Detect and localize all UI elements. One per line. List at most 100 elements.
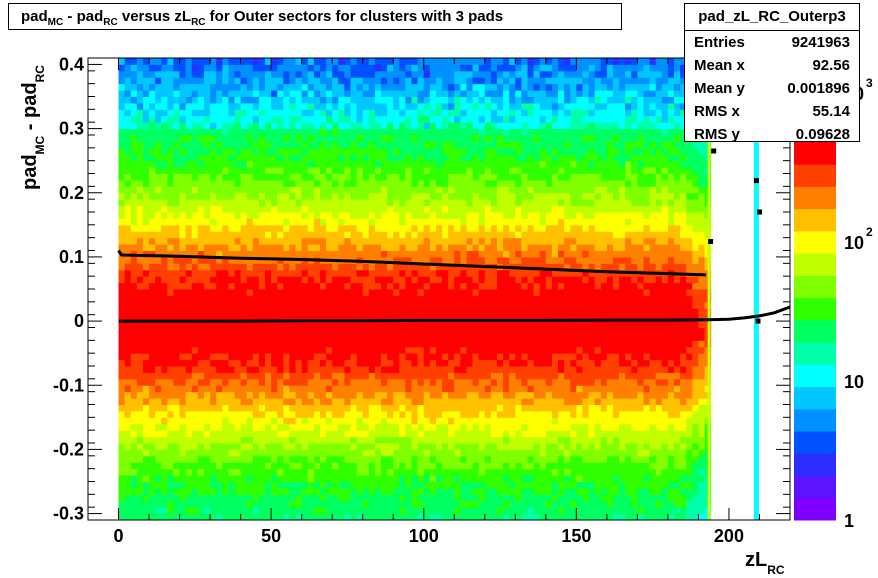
heatmap-cell: [460, 199, 467, 207]
heatmap-cell: [167, 443, 174, 450]
heatmap-cell: [258, 199, 266, 207]
heatmap-cell: [503, 366, 510, 373]
heatmap-cell: [301, 70, 309, 78]
heatmap-cell: [246, 269, 254, 277]
heatmap-cell: [381, 289, 388, 296]
heatmap-cell: [533, 333, 541, 341]
heatmap-cell: [362, 263, 370, 271]
heatmap-cell: [142, 147, 150, 155]
heatmap-cell: [503, 417, 510, 425]
heatmap-cell: [295, 186, 303, 194]
heatmap-cell: [411, 167, 419, 174]
heatmap-cell: [478, 244, 486, 251]
heatmap-cell: [301, 507, 309, 515]
heatmap-cell: [216, 410, 223, 418]
heatmap-cell: [460, 109, 467, 117]
heatmap-cell: [265, 449, 272, 457]
heatmap-cell: [399, 455, 406, 463]
heatmap-cell: [136, 346, 144, 354]
heatmap-cell: [124, 147, 132, 155]
heatmap-cell: [411, 128, 419, 136]
heatmap-cell: [344, 398, 351, 405]
heatmap-cell: [503, 199, 510, 207]
heatmap-cell: [173, 314, 181, 322]
heatmap-cell: [283, 398, 290, 405]
heatmap-cell: [527, 179, 535, 187]
heatmap-cell: [118, 199, 126, 207]
heatmap-cell: [478, 160, 486, 168]
heatmap-cell: [460, 64, 467, 72]
heatmap-cell: [234, 321, 242, 328]
heatmap-cell: [130, 70, 138, 78]
heatmap-cell: [240, 455, 248, 463]
heatmap-cell: [301, 231, 309, 239]
heatmap-cell: [118, 70, 126, 78]
heatmap-cell: [246, 179, 254, 187]
heatmap-cell: [527, 417, 535, 425]
heatmap-cell: [521, 199, 529, 207]
heatmap-cell: [533, 109, 541, 117]
heatmap-cell: [460, 90, 467, 97]
heatmap-cell: [527, 135, 535, 142]
heatmap-cell: [381, 346, 388, 354]
heatmap-cell: [149, 417, 156, 425]
heatmap-cell: [466, 173, 474, 181]
heatmap-cell: [155, 321, 162, 328]
heatmap-cell: [368, 346, 376, 354]
heatmap-cell: [368, 436, 376, 444]
heatmap-cell: [539, 475, 547, 482]
heatmap-cell: [521, 321, 529, 328]
heatmap-cell: [503, 430, 510, 438]
heatmap-cell: [301, 333, 309, 341]
heatmap-cell: [417, 199, 425, 207]
heatmap-cell: [197, 443, 205, 450]
heatmap-cell: [118, 436, 126, 444]
heatmap-cell: [509, 160, 516, 168]
heatmap-cell: [307, 218, 315, 226]
heatmap-cell: [301, 90, 309, 97]
heatmap-cell: [130, 487, 138, 495]
heatmap-cell: [277, 282, 284, 290]
heatmap-cell: [490, 160, 498, 168]
heatmap-cell: [265, 346, 272, 354]
heatmap-cell: [167, 256, 174, 264]
heatmap-cell: [295, 102, 303, 110]
heatmap-cell: [118, 83, 126, 91]
heatmap-cell: [313, 160, 321, 168]
heatmap-cell: [362, 443, 370, 450]
heatmap-cell: [484, 115, 492, 123]
heatmap-cell: [185, 372, 193, 380]
heatmap-cell: [472, 115, 480, 123]
heatmap-cell: [118, 173, 126, 181]
heatmap-cell: [222, 391, 229, 399]
heatmap-cell: [435, 513, 443, 521]
heatmap-cell: [503, 160, 510, 168]
heatmap-cell: [228, 102, 235, 110]
heatmap-cell: [313, 494, 321, 502]
heatmap-cell: [503, 301, 510, 309]
heatmap-cell: [460, 314, 467, 322]
heatmap-cell: [326, 462, 333, 470]
heatmap-cell: [313, 443, 321, 450]
heatmap-cell: [448, 436, 455, 444]
heatmap-cell: [155, 231, 162, 239]
heatmap-cell: [338, 115, 345, 123]
heatmap-cell: [521, 353, 529, 361]
heatmap-cell: [149, 340, 156, 348]
heatmap-cell: [332, 70, 339, 78]
heatmap-cell: [411, 333, 419, 341]
heatmap-cell: [307, 135, 315, 142]
heatmap-cell: [130, 263, 138, 271]
heatmap-cell: [393, 90, 400, 97]
heatmap-cell: [222, 109, 229, 117]
heatmap-cell: [149, 366, 156, 373]
heatmap-cell: [149, 58, 156, 65]
heatmap-cell: [179, 353, 187, 361]
heatmap-cell: [393, 301, 400, 309]
heatmap-cell: [442, 308, 449, 316]
heatmap-cell: [173, 391, 181, 399]
heatmap-cell: [509, 314, 516, 322]
heatmap-cell: [191, 321, 199, 328]
heatmap-cell: [521, 378, 529, 386]
heatmap-cell: [191, 269, 199, 277]
